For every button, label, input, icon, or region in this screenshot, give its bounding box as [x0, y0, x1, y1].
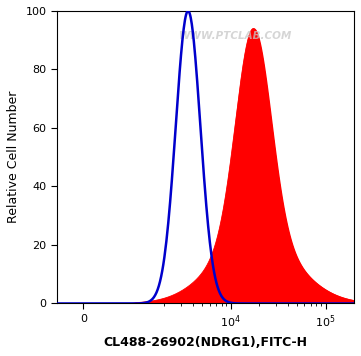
Text: WWW.PTCLAB.COM: WWW.PTCLAB.COM [178, 31, 292, 41]
Y-axis label: Relative Cell Number: Relative Cell Number [7, 91, 20, 224]
X-axis label: CL488-26902(NDRG1),FITC-H: CL488-26902(NDRG1),FITC-H [104, 336, 308, 349]
